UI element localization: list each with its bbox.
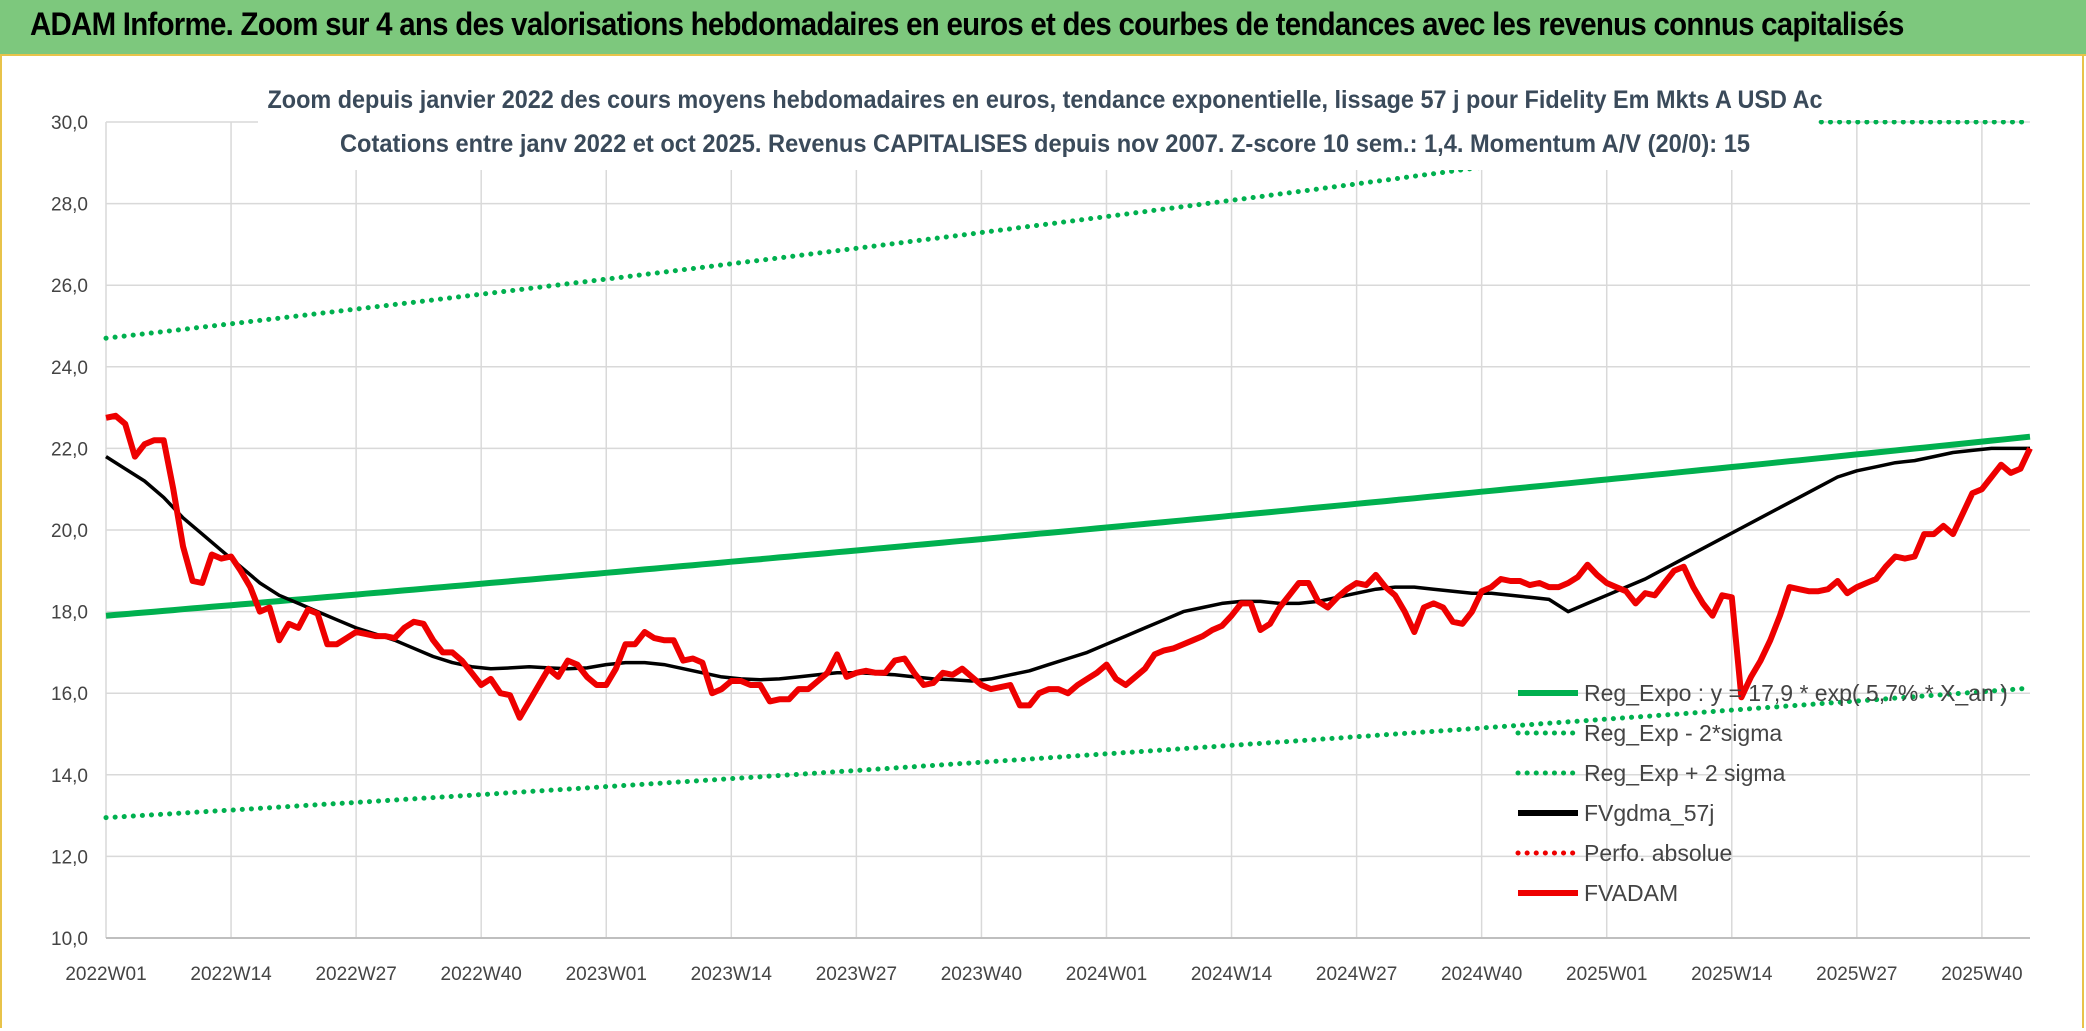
x-tick-label: 2022W14 xyxy=(190,964,272,985)
legend-label: Reg_Exp + 2 sigma xyxy=(1584,760,1786,786)
x-tick-label: 2024W27 xyxy=(1316,964,1397,985)
x-tick-label: 2025W40 xyxy=(1941,964,2022,985)
legend-label: FVgdma_57j xyxy=(1584,800,1714,826)
y-tick-label: 30,0 xyxy=(51,113,88,134)
x-tick-label: 2025W01 xyxy=(1566,964,1647,985)
y-tick-label: 18,0 xyxy=(51,603,88,624)
x-tick-label: 2024W40 xyxy=(1441,964,1522,985)
legend-label: FVADAM xyxy=(1584,880,1678,906)
y-tick-label: 24,0 xyxy=(51,358,88,379)
x-tick-label: 2025W27 xyxy=(1816,964,1897,985)
x-tick-label: 2023W01 xyxy=(566,964,647,985)
legend-label: Reg_Expo : y = 17,9 * exp( 5,7% * X_an ) xyxy=(1584,680,2008,706)
x-tick-label: 2022W27 xyxy=(315,964,396,985)
x-tick-label: 2024W01 xyxy=(1066,964,1147,985)
report-banner: ADAM Informe. Zoom sur 4 ans des valoris… xyxy=(0,0,2086,56)
chart-title-line-1: Zoom depuis janvier 2022 des cours moyen… xyxy=(268,86,1823,114)
y-tick-label: 20,0 xyxy=(51,521,88,542)
y-tick-label: 28,0 xyxy=(51,195,88,216)
x-tick-label: 2022W40 xyxy=(441,964,522,985)
x-tick-label: 2022W01 xyxy=(65,964,146,985)
banner-title: ADAM Informe. Zoom sur 4 ans des valoris… xyxy=(30,6,1904,42)
series-fvadam xyxy=(105,412,2033,721)
y-tick-label: 10,0 xyxy=(51,929,88,950)
chart-title-line-2: Cotations entre janv 2022 et oct 2025. R… xyxy=(340,130,1750,158)
y-tick-label: 14,0 xyxy=(51,766,88,787)
x-tick-label: 2024W14 xyxy=(1191,964,1273,985)
y-tick-label: 16,0 xyxy=(51,684,88,705)
chart-frame xyxy=(0,56,2084,1028)
y-tick-label: 26,0 xyxy=(51,276,88,297)
series-layer xyxy=(103,120,2033,821)
series-reg-expo xyxy=(105,433,2031,619)
x-tick-label: 2023W40 xyxy=(941,964,1022,985)
series-fvgdma-57j xyxy=(105,446,2030,683)
x-tick-label: 2023W14 xyxy=(691,964,773,985)
x-axis-labels: 2022W01 2022W14 2022W27 2022W40 2023W01 2023W… xyxy=(65,964,2022,985)
x-tick-label: 2023W27 xyxy=(816,964,897,985)
y-tick-label: 22,0 xyxy=(51,439,88,460)
y-tick-label: 12,0 xyxy=(51,847,88,868)
title-backdrop xyxy=(258,60,1818,170)
legend-label: Perfo. absolue xyxy=(1584,840,1732,866)
x-tick-label: 2025W14 xyxy=(1691,964,1773,985)
series-reg-exp-minus-2sigma xyxy=(103,685,2033,821)
legend: Reg_Expo : y = 17,9 * exp( 5,7% * X_an )… xyxy=(1515,680,2008,906)
y-axis-labels: 10,0 12,0 14,0 16,0 18,0 20,0 22,0 24,0 26,0 28,0… xyxy=(51,113,88,950)
legend-label: Reg_Exp - 2*sigma xyxy=(1584,720,1782,746)
